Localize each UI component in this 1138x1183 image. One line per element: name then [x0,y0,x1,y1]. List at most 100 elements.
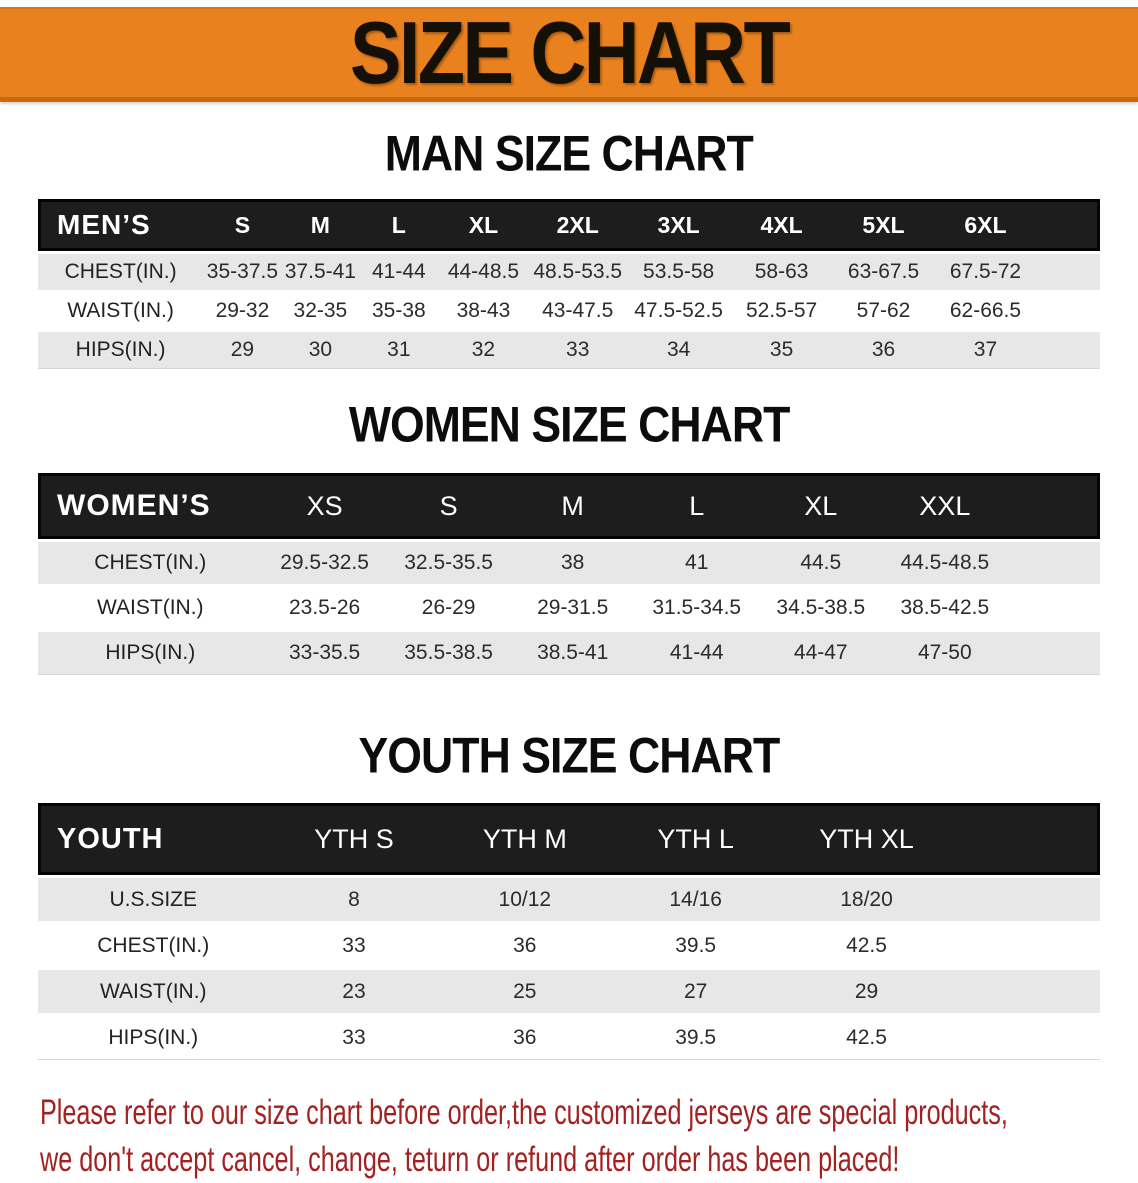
cell: 38-43 [438,293,529,329]
row-spacer [951,970,1100,1013]
table-body-youth: U.S.SIZE 8 10/12 14/16 18/20 CHEST(IN.) 33 36 39… [38,878,1100,1060]
row-label: WAIST(IN.) [38,970,269,1013]
cell: 32 [438,332,529,369]
row-spacer [1036,332,1100,369]
cell: 41-44 [359,254,439,290]
size-table-mens: MEN’S S M L XL 2XL 3XL 4XL 5XL 6XL CHEST(IN.) 35-37… [38,196,1100,372]
row-label: HIPS(IN.) [38,332,204,369]
cell: 29 [203,332,282,369]
section-heading-text-womens: WOMEN SIZE CHART [348,395,791,453]
table-title-youth: YOUTH [38,803,269,875]
header-spacer [1006,473,1100,539]
column-header-youth-2: YTH L [610,803,782,875]
cell: 35-37.5 [203,254,282,290]
table-head-mens: MEN’S S M L XL 2XL 3XL 4XL 5XL 6XL [38,199,1100,251]
cell: 25 [439,970,611,1013]
cell: 67.5-72 [933,254,1037,290]
row-spacer [1006,542,1100,584]
section-heading-mens: MAN SIZE CHART [38,124,1100,182]
column-header-youth-1: YTH M [439,803,611,875]
cell: 38.5-42.5 [882,587,1007,629]
cell: 44.5-48.5 [882,542,1007,584]
cell: 37 [933,332,1037,369]
cell: 35 [730,332,834,369]
column-header-mens-0: S [203,199,282,251]
table-row: HIPS(IN.) 29 30 31 32 33 34 35 36 37 [38,332,1100,369]
column-header-womens-4: XL [758,473,883,539]
size-table-womens: WOMEN’S XS S M L XL XXL CHEST(IN.) 29.5-32.5 32.5… [38,470,1100,678]
cell: 39.5 [610,924,782,967]
size-chart-banner: SIZE CHART [0,7,1138,102]
cell: 36 [833,332,934,369]
table-row: HIPS(IN.) 33 36 39.5 42.5 [38,1016,1100,1060]
table-row: CHEST(IN.) 29.5-32.5 32.5-35.5 38 41 44.5 44.5… [38,542,1100,584]
table-row: U.S.SIZE 8 10/12 14/16 18/20 [38,878,1100,921]
cell: 35.5-38.5 [386,632,511,675]
table-title-mens: MEN’S [38,199,204,251]
cell: 27 [610,970,782,1013]
table-row: CHEST(IN.) 35-37.5 37.5-41 41-44 44-48.5 48.5… [38,254,1100,290]
cell: 32-35 [281,293,360,329]
column-header-youth-3: YTH XL [781,803,952,875]
cell: 41 [634,542,759,584]
row-spacer [1036,254,1100,290]
column-header-mens-2: L [359,199,439,251]
cell: 10/12 [439,878,611,921]
cell: 53.5-58 [627,254,731,290]
table-head-womens: WOMEN’S XS S M L XL XXL [38,473,1100,539]
table-row: HIPS(IN.) 33-35.5 35.5-38.5 38.5-41 41-44 44-… [38,632,1100,675]
cell: 47.5-52.5 [627,293,731,329]
column-header-womens-2: M [510,473,635,539]
row-spacer [951,924,1100,967]
cell: 58-63 [730,254,834,290]
cell: 47-50 [882,632,1007,675]
column-header-mens-3: XL [438,199,529,251]
row-spacer [1036,293,1100,329]
column-header-mens-4: 2XL [528,199,628,251]
header-spacer [1036,199,1100,251]
cell: 34 [627,332,731,369]
row-spacer [1006,632,1100,675]
table-row: WAIST(IN.) 23 25 27 29 [38,970,1100,1013]
header-row-mens: MEN’S S M L XL 2XL 3XL 4XL 5XL 6XL [38,199,1100,251]
cell: 42.5 [781,1016,952,1060]
cell: 31 [359,332,439,369]
cell: 36 [439,924,611,967]
column-header-womens-1: S [386,473,511,539]
row-label: WAIST(IN.) [38,293,204,329]
row-spacer [951,878,1100,921]
cell: 31.5-34.5 [634,587,759,629]
section-heading-text-mens: MAN SIZE CHART [384,124,754,182]
cell: 41-44 [634,632,759,675]
cell: 37.5-41 [281,254,360,290]
table-row: WAIST(IN.) 29-32 32-35 35-38 38-43 43-47.5 47.… [38,293,1100,329]
column-header-mens-5: 3XL [627,199,731,251]
cell: 62-66.5 [933,293,1037,329]
cell: 29-32 [203,293,282,329]
cell: 38 [510,542,635,584]
cell: 33 [268,1016,440,1060]
cell: 44-47 [758,632,883,675]
disclaimer-line-2: we don't accept cancel, change, teturn o… [40,1140,900,1179]
column-header-mens-1: M [281,199,360,251]
cell: 39.5 [610,1016,782,1060]
row-label: CHEST(IN.) [38,924,269,967]
cell: 35-38 [359,293,439,329]
row-label: HIPS(IN.) [38,632,263,675]
banner-title: SIZE CHART [349,3,791,102]
column-header-youth-0: YTH S [268,803,440,875]
cell: 18/20 [781,878,952,921]
section-heading-youth: YOUTH SIZE CHART [38,726,1100,784]
table-title-womens: WOMEN’S [38,473,263,539]
cell: 52.5-57 [730,293,834,329]
cell: 32.5-35.5 [386,542,511,584]
section-heading-text-youth: YOUTH SIZE CHART [358,726,781,784]
cell: 33 [268,924,440,967]
cell: 23.5-26 [262,587,387,629]
cell: 29-31.5 [510,587,635,629]
table-row: CHEST(IN.) 33 36 39.5 42.5 [38,924,1100,967]
table-head-youth: YOUTH YTH S YTH M YTH L YTH XL [38,803,1100,875]
row-label: CHEST(IN.) [38,254,204,290]
table-body-womens: CHEST(IN.) 29.5-32.5 32.5-35.5 38 41 44.5 44.5… [38,542,1100,675]
cell: 33 [528,332,628,369]
